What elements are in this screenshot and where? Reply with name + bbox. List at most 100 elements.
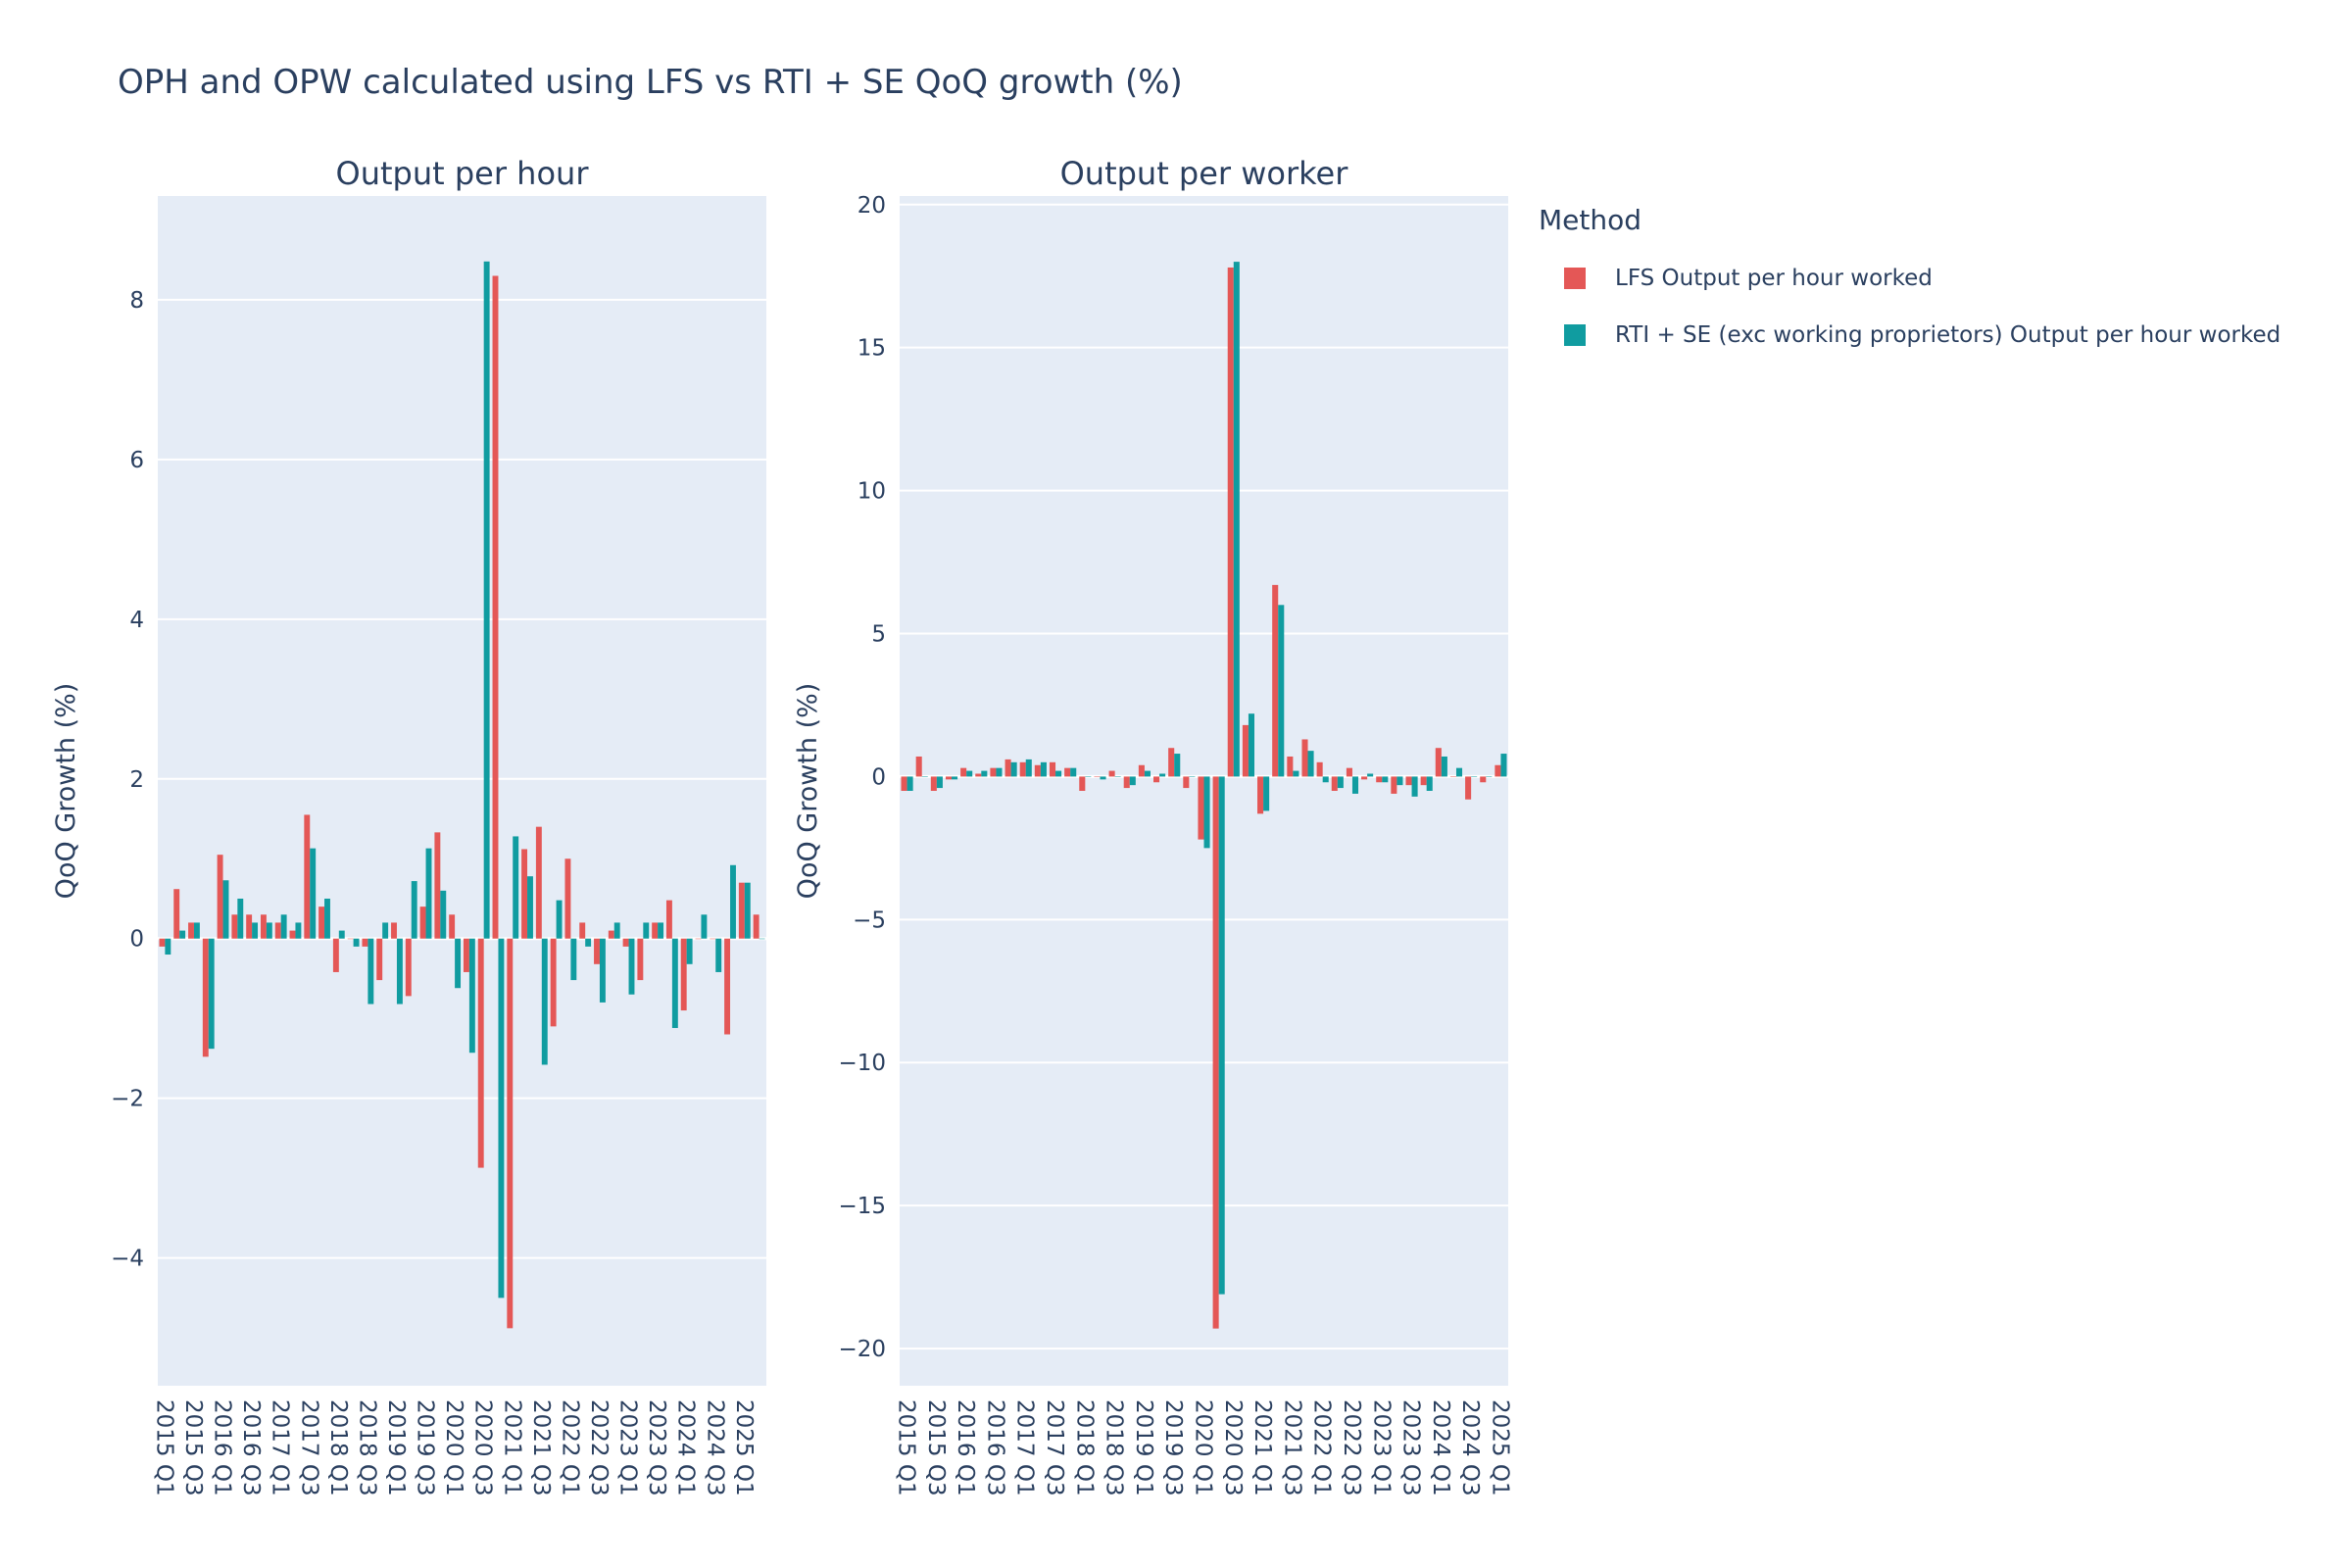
bar bbox=[1426, 776, 1433, 791]
bar bbox=[1420, 776, 1427, 786]
bar bbox=[1227, 267, 1234, 777]
x-tick-label: 2020 Q3 bbox=[1220, 1399, 1246, 1496]
bar bbox=[280, 914, 287, 939]
legend-title: Method bbox=[1539, 204, 1642, 236]
bar bbox=[1168, 748, 1175, 777]
bar bbox=[477, 938, 484, 1168]
bar bbox=[347, 938, 354, 940]
x-tick-label: 2024 Q3 bbox=[1457, 1399, 1483, 1496]
legend-item-rti-se[interactable]: RTI + SE (exc working proprietors) Outpu… bbox=[1539, 307, 2280, 364]
x-tick-label: 2018 Q3 bbox=[1102, 1399, 1127, 1496]
bar bbox=[492, 275, 499, 939]
bar bbox=[419, 906, 426, 939]
x-tick-label: 2023 Q1 bbox=[1368, 1399, 1394, 1496]
bar bbox=[368, 938, 374, 1004]
x-tick-label: 2022 Q1 bbox=[1309, 1399, 1335, 1496]
bar bbox=[1025, 759, 1032, 777]
plot-area bbox=[158, 196, 766, 1386]
bar bbox=[975, 773, 982, 777]
bar bbox=[637, 938, 644, 981]
bar bbox=[906, 776, 913, 791]
bar bbox=[1129, 776, 1136, 786]
bar bbox=[701, 914, 708, 939]
bar bbox=[990, 767, 997, 777]
bar bbox=[1361, 776, 1368, 780]
bar bbox=[449, 914, 456, 939]
bar bbox=[498, 938, 505, 1298]
legend-label-lfs: LFS Output per hour worked bbox=[1615, 266, 1933, 291]
x-tick-label: 2019 Q3 bbox=[1160, 1399, 1186, 1496]
y-tick-label: 15 bbox=[858, 336, 886, 362]
bar bbox=[960, 767, 967, 777]
x-tick-label: 2022 Q3 bbox=[586, 1399, 612, 1496]
bar bbox=[1322, 776, 1329, 783]
bar bbox=[188, 922, 194, 939]
bar bbox=[246, 914, 253, 939]
bar bbox=[318, 906, 325, 939]
x-tick-label: 2019 Q1 bbox=[1131, 1399, 1156, 1496]
bar bbox=[338, 930, 345, 939]
bar bbox=[222, 880, 229, 939]
bar bbox=[1391, 776, 1397, 794]
bar bbox=[405, 938, 412, 997]
bar bbox=[1376, 776, 1383, 783]
bar bbox=[1486, 776, 1493, 777]
bar bbox=[1064, 767, 1071, 777]
bar bbox=[507, 938, 514, 1329]
bar bbox=[1405, 776, 1412, 786]
bar bbox=[1040, 761, 1047, 777]
y-tick-label: −20 bbox=[838, 1337, 886, 1362]
x-tick-label: 2018 Q1 bbox=[1071, 1399, 1097, 1496]
bar bbox=[594, 938, 600, 964]
bar bbox=[622, 938, 629, 947]
bar bbox=[202, 938, 209, 1057]
legend: Method LFS Output per hour worked RTI + … bbox=[1539, 204, 2280, 364]
bar bbox=[1337, 776, 1344, 789]
bar bbox=[1085, 776, 1092, 777]
bar bbox=[1351, 776, 1359, 794]
bar bbox=[353, 938, 360, 947]
y-axis-label: QoQ Growth (%) bbox=[793, 683, 823, 900]
bar bbox=[1465, 776, 1472, 800]
bar bbox=[608, 930, 614, 939]
bar bbox=[1094, 776, 1101, 777]
bar bbox=[324, 898, 330, 939]
bar bbox=[434, 832, 441, 939]
bar bbox=[310, 848, 317, 939]
bar bbox=[274, 922, 281, 939]
bar bbox=[570, 938, 577, 981]
x-tick-label: 2016 Q1 bbox=[953, 1399, 978, 1496]
subplot-2: −20 −15 −10 −5 0 5 10 15 20 2015 Q1 2015 Q3 2016 Q1… bbox=[793, 155, 1512, 1496]
legend-item-lfs[interactable]: LFS Output per hour worked bbox=[1539, 250, 2280, 307]
bar bbox=[1174, 754, 1181, 777]
bar bbox=[535, 826, 542, 939]
x-tick-label: 2021 Q1 bbox=[1250, 1399, 1275, 1496]
y-tick-label: 20 bbox=[858, 193, 886, 219]
x-tick-label: 2024 Q1 bbox=[1428, 1399, 1453, 1496]
bar bbox=[1382, 776, 1389, 783]
x-tick-label: 2021 Q1 bbox=[499, 1399, 524, 1496]
bar bbox=[1455, 767, 1463, 777]
x-tick-label: 2021 Q3 bbox=[528, 1399, 554, 1496]
x-tick-label: 2016 Q3 bbox=[983, 1399, 1008, 1496]
bar bbox=[671, 938, 678, 1028]
x-tick-label: 2025 Q1 bbox=[731, 1399, 757, 1496]
bar bbox=[695, 938, 702, 940]
bar bbox=[1248, 713, 1254, 777]
bar bbox=[730, 864, 736, 939]
x-tick-label: 2017 Q3 bbox=[296, 1399, 321, 1496]
x-tick-label: 2024 Q1 bbox=[673, 1399, 699, 1496]
x-tick-label: 2017 Q1 bbox=[268, 1399, 293, 1496]
x-tick-label: 2018 Q1 bbox=[325, 1399, 351, 1496]
x-tick-label: 2022 Q3 bbox=[1339, 1399, 1364, 1496]
bar bbox=[455, 938, 462, 989]
legend-label-rti-se: RTI + SE (exc working proprietors) Outpu… bbox=[1615, 322, 2281, 348]
bar bbox=[165, 938, 172, 956]
bar bbox=[289, 930, 296, 939]
bar bbox=[579, 922, 586, 939]
y-tick-label: 5 bbox=[871, 621, 886, 647]
y-tick-label: 8 bbox=[129, 288, 144, 314]
bar bbox=[173, 889, 180, 939]
x-tick-label: 2025 Q1 bbox=[1487, 1399, 1512, 1496]
